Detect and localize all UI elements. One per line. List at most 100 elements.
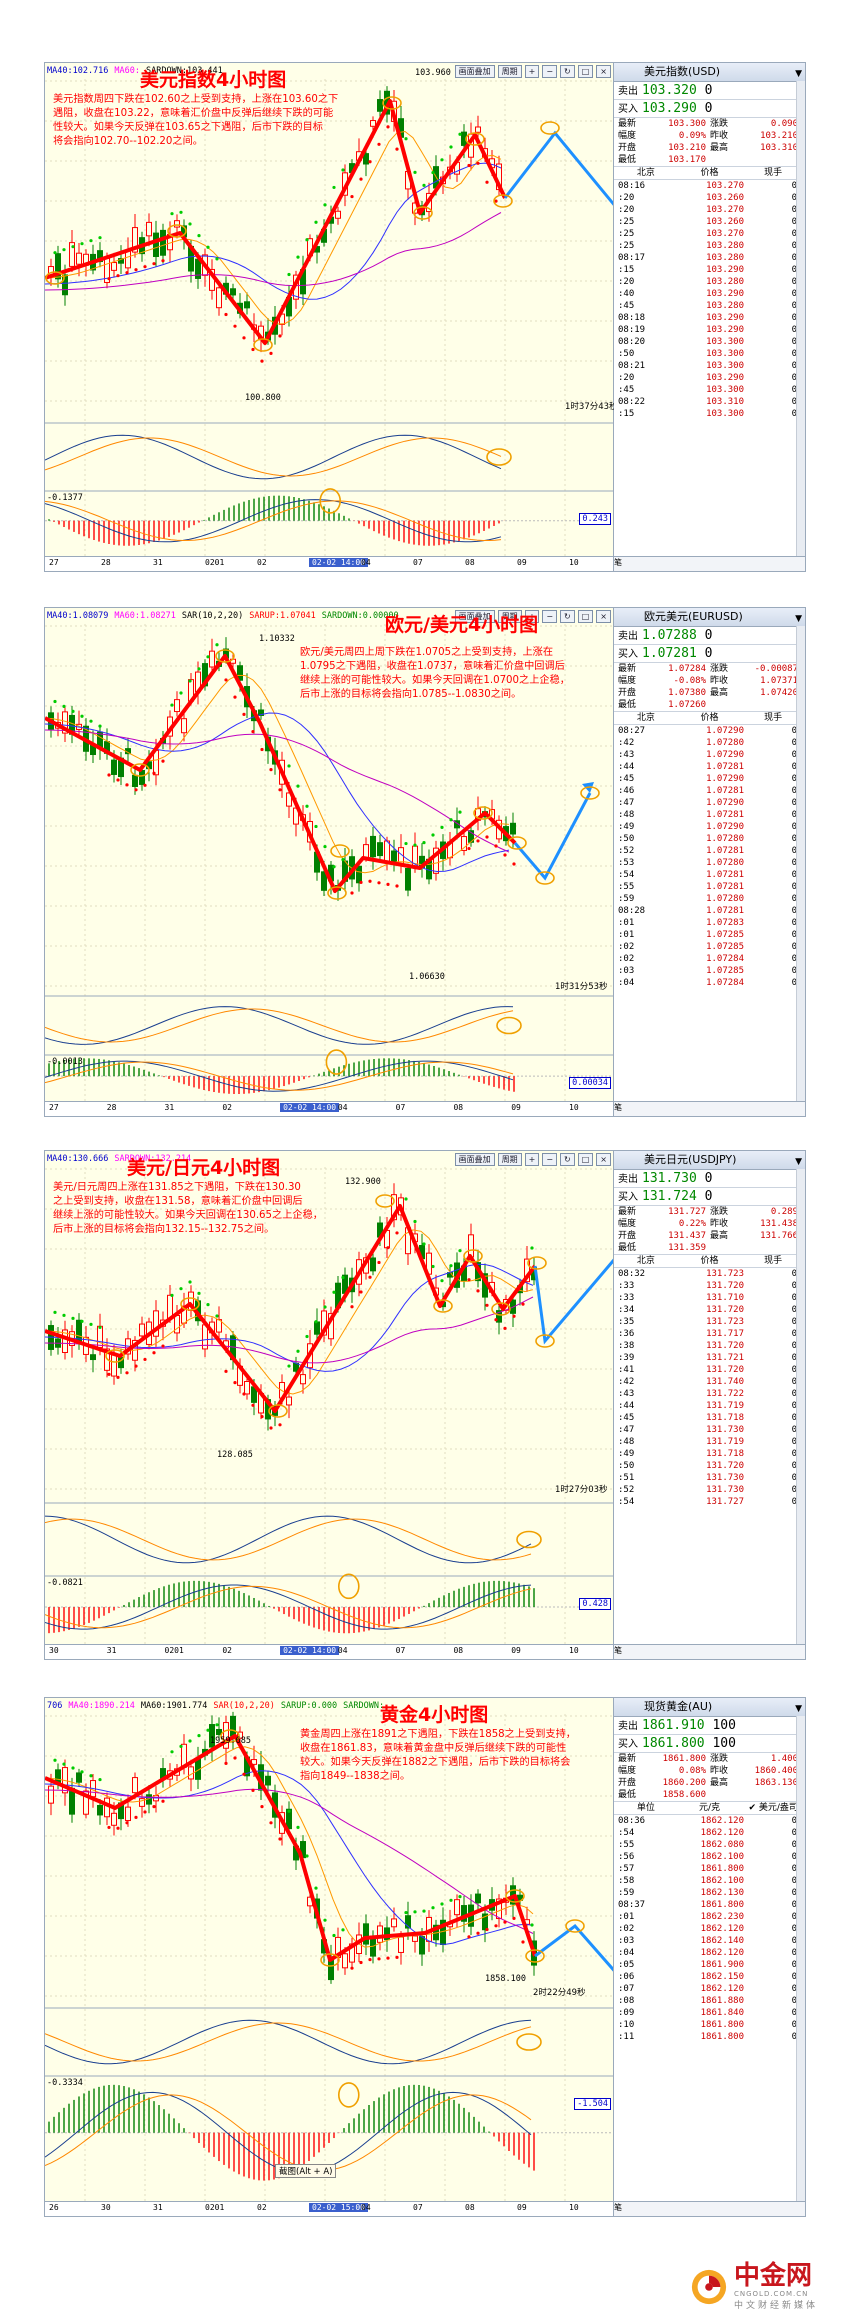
pivot-ring [105, 1349, 125, 1363]
sell-size: 0 [704, 83, 713, 98]
tick-volume: 0 [791, 870, 797, 880]
chevron-down-icon[interactable]: ▼ [795, 1704, 802, 1714]
stat-key: 幅度 [618, 1766, 637, 1776]
fullscreen-icon[interactable]: □ [577, 610, 594, 623]
topbar-item: 706 [47, 1701, 63, 1711]
tick-volume: 0 [791, 882, 797, 892]
zoom-out-icon[interactable]: − [542, 610, 558, 623]
refresh-icon[interactable]: ↻ [560, 610, 575, 623]
chart-area[interactable]: MA40:102.716 MA60: SARDOWN:103.441 画面叠加 周期 + −… [45, 63, 618, 571]
tick-price: 1862.140 [700, 1936, 744, 1946]
sar-dot [314, 220, 318, 224]
ticks-scrollbar[interactable] [796, 1169, 805, 1645]
tick-time: :47 [618, 1425, 635, 1435]
sar-dot [161, 759, 165, 763]
sar-dot [395, 1231, 399, 1235]
footer-label[interactable]: 笔 [614, 1103, 622, 1112]
col-price[interactable]: 价格 [700, 1256, 719, 1266]
tick-row: :07 1862.120 0 [614, 1983, 805, 1995]
quote-footer: 笔 [614, 1101, 805, 1116]
tick-time: :04 [618, 978, 635, 988]
topbar-item: MA40:130.666 [47, 1154, 109, 1164]
tick-row: :20 103.280 0 [614, 276, 805, 288]
refresh-icon[interactable]: ↻ [560, 65, 575, 78]
overlay-button[interactable]: 画面叠加 [454, 1153, 495, 1166]
footer-label[interactable]: 笔 [614, 2203, 622, 2212]
tick-volume: 0 [791, 1996, 797, 2006]
sar-dot [71, 709, 75, 713]
x-tick-label: 02-02 14:00 [309, 558, 368, 567]
zoom-out-icon[interactable]: − [542, 1153, 558, 1166]
sar-dot [107, 1825, 111, 1830]
candle-body [125, 250, 131, 269]
tick-volume: 0 [791, 1972, 797, 1982]
trend-line [45, 1734, 537, 1962]
fullscreen-icon[interactable]: □ [577, 65, 594, 78]
col-price[interactable]: 价格 [700, 168, 719, 178]
col-price[interactable]: 元/克 [698, 1803, 721, 1813]
sar-dot [62, 248, 66, 252]
tick-time: 08:27 [618, 726, 646, 736]
candle-body [496, 1310, 502, 1323]
period-button[interactable]: 周期 [497, 1153, 522, 1166]
col-volume[interactable]: 现手 [764, 168, 783, 178]
chart-panel-jpy: MA40:130.666 SARDOWN:132.214 画面叠加 周期 + − ↻ □ × 美元… [44, 1150, 806, 1660]
tick-price: 1862.120 [700, 1828, 744, 1838]
fullscreen-icon[interactable]: □ [577, 1153, 594, 1166]
close-icon[interactable]: × [596, 65, 611, 78]
macd-label: -0.0013 [47, 1057, 83, 1067]
col-volume[interactable]: 现手 [764, 713, 783, 723]
col-time: 单位 [636, 1803, 655, 1813]
tick-row: :03 1862.140 0 [614, 1935, 805, 1947]
zoom-in-icon[interactable]: + [524, 1153, 540, 1166]
cngold-logo-icon [691, 2269, 727, 2304]
tick-row: :03 1.07285 0 [614, 965, 805, 977]
candle-body [377, 842, 383, 857]
stat-key: 开盘 [618, 143, 637, 153]
macd-line [45, 1585, 532, 1629]
chevron-down-icon[interactable]: ▼ [795, 1157, 802, 1167]
candle-body [419, 1936, 425, 1955]
zoom-out-icon[interactable]: − [542, 65, 558, 78]
zoom-in-icon[interactable]: + [524, 610, 540, 623]
chart-area[interactable]: 706 MA40:1890.214 MA60:1901.774 SAR(10,2,20… [45, 1698, 614, 2216]
candle-body [363, 153, 369, 165]
x-tick-label: 26 [49, 2203, 59, 2212]
tick-price: 1.07280 [706, 894, 744, 904]
overlay-button[interactable]: 画面叠加 [454, 65, 495, 78]
tick-time: :55 [618, 1840, 635, 1850]
chart-area[interactable]: MA40:1.08079 MA60:1.08271 SAR(10,2,20) SARU… [45, 608, 614, 1116]
tick-volume: 0 [791, 1269, 797, 1279]
chart-area[interactable]: MA40:130.666 SARDOWN:132.214 画面叠加 周期 + − ↻ □ × 美元… [45, 1151, 614, 1659]
chevron-down-icon[interactable]: ▼ [795, 614, 802, 624]
sar-dot [440, 1279, 444, 1283]
overlay-button[interactable]: 画面叠加 [454, 610, 495, 623]
sar-dot [449, 1264, 453, 1268]
sar-dot [98, 1325, 102, 1329]
low-label: 100.800 [245, 393, 281, 403]
refresh-icon[interactable]: ↻ [560, 1153, 575, 1166]
period-button[interactable]: 周期 [497, 610, 522, 623]
tick-price: 131.720 [706, 1365, 744, 1375]
close-icon[interactable]: × [596, 610, 611, 623]
tick-row: :43 131.722 0 [614, 1388, 805, 1400]
candle-body [48, 1785, 54, 1804]
tick-price: 1861.800 [700, 1900, 744, 1910]
sar-dot [377, 142, 381, 146]
col-volume[interactable]: 现手 [764, 1256, 783, 1266]
ticks-scrollbar[interactable] [796, 81, 805, 557]
stat-value: 1860.200 [662, 1778, 706, 1788]
footer-label[interactable]: 笔 [614, 558, 622, 567]
ticks-scrollbar[interactable] [796, 1716, 805, 2202]
close-icon[interactable]: × [596, 1153, 611, 1166]
zoom-in-icon[interactable]: + [524, 65, 540, 78]
period-button[interactable]: 周期 [497, 65, 522, 78]
stat-value: 131.727 [668, 1207, 706, 1217]
chevron-down-icon[interactable]: ▼ [795, 69, 802, 79]
col-volume[interactable]: ✔ 美元/盎司 [748, 1803, 798, 1813]
tick-row: 08:19 103.290 0 [614, 324, 805, 336]
footer-label[interactable]: 笔 [614, 1646, 622, 1655]
tick-time: 08:18 [618, 313, 646, 323]
col-price[interactable]: 价格 [700, 713, 719, 723]
ticks-scrollbar[interactable] [796, 626, 805, 1102]
